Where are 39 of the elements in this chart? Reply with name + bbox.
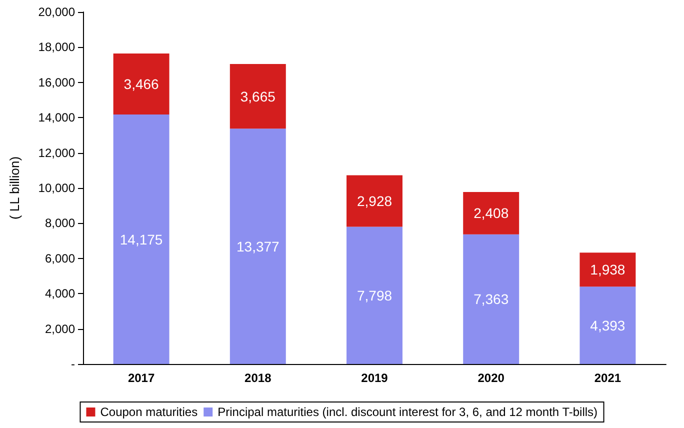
y-tick-label: 4,000 xyxy=(44,286,76,301)
data-label: 7,798 xyxy=(356,287,392,304)
y-tick-label: 20,000 xyxy=(38,5,76,19)
data-label: 14,175 xyxy=(120,231,163,248)
data-label: 3,665 xyxy=(240,88,276,104)
bar xyxy=(113,54,170,115)
y-tick-label: 14,000 xyxy=(38,110,76,125)
data-label: 1,938 xyxy=(590,262,626,278)
bar xyxy=(463,192,520,234)
bar xyxy=(463,234,520,364)
y-tick-label: 6,000 xyxy=(44,251,76,266)
bar xyxy=(580,286,636,364)
data-label: 13,377 xyxy=(236,238,280,254)
bar xyxy=(230,128,286,364)
y-tick-label: 12,000 xyxy=(38,146,76,160)
data-label: 2,408 xyxy=(474,205,509,222)
bar xyxy=(346,226,402,364)
x-tick-label: 2021 xyxy=(594,371,622,385)
y-tick-label: 18,000 xyxy=(38,40,76,54)
bar xyxy=(346,175,402,227)
data-label: 4,393 xyxy=(590,317,626,334)
x-tick-label: 2020 xyxy=(478,371,505,385)
y-tick-label: 10,000 xyxy=(38,181,76,195)
x-tick-label: 2018 xyxy=(244,371,272,385)
legend-label: Principal maturities (incl. discount interest for 3, 6, and 12 month T-bills) xyxy=(218,405,598,419)
x-tick-label: 2017 xyxy=(128,371,155,385)
bar xyxy=(113,114,170,364)
x-tick-label: 2019 xyxy=(361,371,388,385)
y-tick-label: 16,000 xyxy=(38,75,76,90)
y-tick-label: - xyxy=(71,357,75,371)
legend-label: Coupon maturities xyxy=(100,405,198,419)
bar xyxy=(580,252,636,287)
data-label: 2,928 xyxy=(356,192,392,209)
bar xyxy=(230,64,286,129)
y-axis-title: ( LL billion) xyxy=(7,156,22,220)
data-label: 3,466 xyxy=(124,76,160,92)
data-label: 7,363 xyxy=(474,291,509,308)
y-tick-label: 8,000 xyxy=(44,216,76,230)
y-tick-label: 2,000 xyxy=(44,322,76,336)
